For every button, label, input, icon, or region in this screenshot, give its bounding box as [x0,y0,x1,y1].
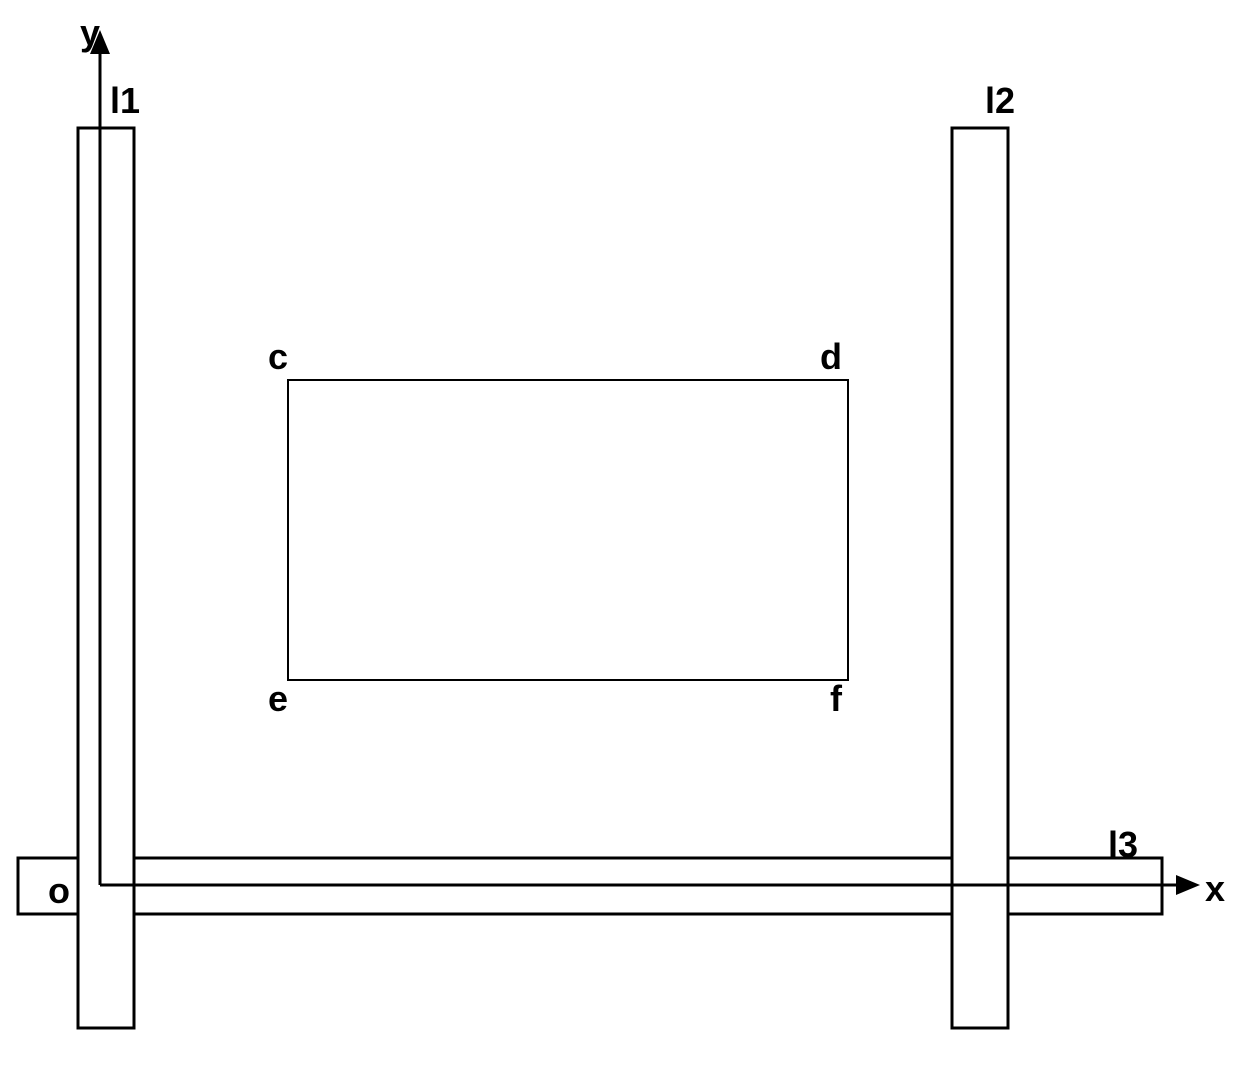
origin-label: o [48,870,70,912]
y-axis-label: y [80,12,100,54]
l3-label: l3 [1108,824,1138,866]
diagram-svg [0,0,1240,1073]
corner-e-label: e [268,678,288,720]
l1-label: l1 [110,80,140,122]
corner-d-label: d [820,336,842,378]
bar-l1 [78,128,134,1028]
bar-l2 [952,128,1008,1028]
x-axis-label: x [1205,868,1225,910]
corner-f-label: f [830,678,842,720]
inner-rect [288,380,848,680]
corner-c-label: c [268,336,288,378]
x-axis-arrow [1176,875,1200,895]
diagram-container: y x o l1 l2 l3 c d e f [0,0,1240,1073]
l2-label: l2 [985,80,1015,122]
